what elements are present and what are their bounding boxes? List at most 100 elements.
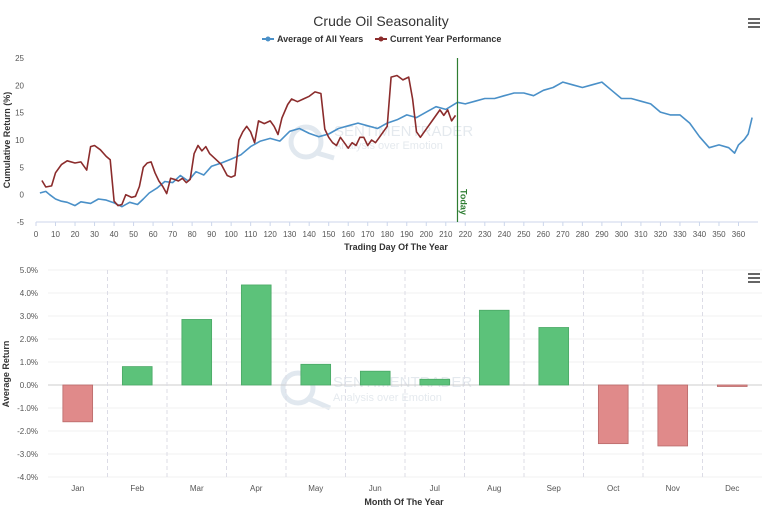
x-tick-label: 150 (322, 230, 336, 239)
y-axis-title: Average Return (1, 341, 11, 408)
y-tick-label: 5.0% (20, 266, 38, 275)
y-tick-label: 0.0% (20, 381, 38, 390)
menu-button[interactable] (745, 270, 763, 288)
x-tick-label: Dec (725, 484, 739, 493)
bar-aug[interactable] (478, 309, 510, 386)
x-tick-label: 300 (615, 230, 629, 239)
x-tick-label: 360 (732, 230, 746, 239)
legend-label-current: Current Year Performance (390, 34, 501, 44)
bar-may[interactable] (300, 363, 332, 386)
y-tick-label: -2.0% (17, 427, 38, 436)
legend-item-average[interactable]: Average of All Years (262, 34, 363, 44)
x-tick-label: 110 (244, 230, 257, 239)
x-tick-label: Aug (487, 484, 501, 493)
bar-mar[interactable] (181, 319, 213, 386)
x-tick-label: Jan (71, 484, 84, 493)
legend-item-current[interactable]: Current Year Performance (375, 34, 501, 44)
x-tick-label: 20 (71, 230, 80, 239)
y-tick-label: 20 (15, 81, 24, 90)
y-tick-label: -5 (17, 218, 25, 227)
x-tick-label: Feb (130, 484, 144, 493)
bar-jul[interactable] (419, 378, 451, 386)
x-tick-label: Jul (430, 484, 440, 493)
x-tick-label: 130 (283, 230, 297, 239)
x-tick-label: 140 (303, 230, 317, 239)
y-tick-label: 2.0% (20, 335, 38, 344)
bar-chart: SENTIMENTRADER Analysis over Emotion -4.… (1, 266, 763, 507)
x-tick-label: 210 (439, 230, 453, 239)
x-tick-label: 230 (478, 230, 492, 239)
bar-jan[interactable] (62, 384, 94, 423)
y-tick-label: -3.0% (17, 450, 38, 459)
y-tick-label: 1.0% (20, 358, 38, 367)
y-tick-label: -4.0% (17, 473, 38, 482)
menu-button[interactable] (745, 12, 763, 30)
legend-label-average: Average of All Years (277, 34, 363, 44)
x-tick-label: 30 (90, 230, 99, 239)
y-tick-label: 0 (20, 191, 25, 200)
bar-jun[interactable] (359, 370, 391, 386)
x-tick-label: 120 (263, 230, 277, 239)
x-tick-label: 40 (110, 230, 119, 239)
hamburger-menu-icon (748, 18, 760, 28)
x-tick-label: 0 (34, 230, 39, 239)
x-tick-label: 270 (556, 230, 570, 239)
x-axis-title: Month Of The Year (364, 497, 444, 507)
x-tick-label: May (308, 484, 323, 493)
x-tick-label: 190 (400, 230, 414, 239)
x-tick-label: 310 (634, 230, 648, 239)
x-tick-label: 50 (129, 230, 138, 239)
y-tick-label: 3.0% (20, 312, 38, 321)
x-tick-label: 250 (517, 230, 531, 239)
bar-apr[interactable] (240, 284, 272, 386)
x-tick-label: 290 (595, 230, 609, 239)
x-tick-label: Mar (190, 484, 204, 493)
bar-sep[interactable] (538, 327, 570, 386)
x-tick-label: 320 (654, 230, 668, 239)
legend: Average of All Years Current Year Perfor… (262, 34, 501, 44)
bar-dec[interactable] (716, 384, 748, 387)
y-axis-title: Cumulative Return (%) (2, 92, 12, 189)
bar-nov[interactable] (657, 384, 689, 447)
y-tick-label: 10 (15, 136, 24, 145)
watermark-tagline: Analysis over Emotion (333, 392, 442, 404)
x-tick-label: 10 (51, 230, 60, 239)
x-tick-label: Jun (369, 484, 382, 493)
x-tick-label: 70 (168, 230, 177, 239)
y-tick-label: 25 (15, 54, 24, 63)
watermark: SENTIMENTRADER Analysis over Emotion (288, 123, 473, 161)
x-tick-label: 180 (381, 230, 395, 239)
x-tick-label: 160 (342, 230, 356, 239)
x-tick-label: 170 (361, 230, 375, 239)
chart-title: Crude Oil Seasonality (313, 13, 448, 29)
x-tick-label: 90 (207, 230, 216, 239)
watermark-brand: SENTIMENTRADER (333, 374, 472, 391)
watermark-tagline: Analysis over Emotion (334, 140, 443, 152)
x-axis-title: Trading Day Of The Year (344, 242, 448, 252)
x-tick-label: 240 (498, 230, 512, 239)
x-tick-label: Nov (666, 484, 680, 493)
x-tick-label: 100 (224, 230, 238, 239)
x-tick-label: 280 (576, 230, 590, 239)
x-tick-label: 330 (673, 230, 687, 239)
x-tick-label: 340 (693, 230, 707, 239)
bar-feb[interactable] (121, 366, 153, 386)
watermark-brand: SENTIMENTRADER (334, 123, 473, 140)
hamburger-menu-icon (748, 273, 760, 283)
bar-oct[interactable] (597, 384, 629, 445)
y-tick-label: 5 (20, 163, 25, 172)
today-marker-label: Today (458, 189, 468, 215)
series-line-current[interactable] (41, 74, 457, 207)
x-tick-label: 260 (537, 230, 551, 239)
line-chart: Crude Oil Seasonality Average of All Yea… (2, 12, 763, 252)
x-tick-label: Sep (547, 484, 562, 493)
x-tick-label: Oct (607, 484, 620, 493)
x-tick-label: 60 (149, 230, 158, 239)
x-tick-label: 80 (188, 230, 197, 239)
x-tick-label: 350 (712, 230, 726, 239)
series-line-average[interactable] (39, 81, 753, 208)
y-tick-label: -1.0% (17, 404, 38, 413)
x-tick-label: Apr (250, 484, 263, 493)
x-tick-label: 200 (420, 230, 434, 239)
x-tick-label: 220 (459, 230, 473, 239)
